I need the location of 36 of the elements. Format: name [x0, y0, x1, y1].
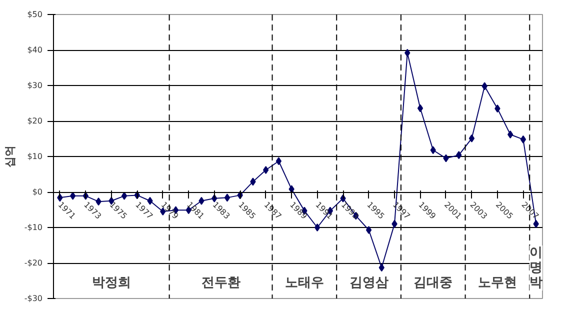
point	[443, 154, 449, 162]
annotation: 전두환	[201, 276, 240, 290]
point	[482, 82, 488, 90]
point	[507, 130, 514, 138]
point	[533, 220, 539, 228]
y-tick-label: -$30	[24, 294, 42, 303]
point	[378, 264, 384, 272]
point	[314, 224, 320, 232]
point	[392, 220, 398, 228]
annotation: 노태우	[284, 276, 324, 290]
point	[520, 135, 526, 144]
point	[404, 48, 410, 57]
y-tick-label: -$20	[24, 258, 42, 268]
y-tick-label: $30	[27, 81, 43, 90]
point	[366, 226, 372, 234]
point	[276, 157, 282, 166]
annotation: 노무현	[478, 276, 517, 290]
point	[456, 151, 462, 160]
point	[494, 104, 500, 113]
y-tick-label: $20	[27, 116, 43, 126]
y-tick-label: $0	[32, 188, 43, 196]
annotation: 김영삼	[349, 276, 388, 290]
y-tick-label: -$10	[24, 223, 42, 232]
point	[468, 134, 475, 142]
y-tick-label: $50	[27, 10, 43, 19]
annotation: 이 명 박	[530, 246, 543, 290]
point	[430, 146, 436, 154]
point	[224, 194, 230, 202]
point	[250, 178, 256, 186]
annotation: 박정희	[92, 276, 131, 290]
point	[262, 166, 269, 174]
point	[417, 104, 424, 112]
annotation: 김대중	[414, 276, 453, 290]
y-tick-label: $40	[27, 46, 43, 54]
y-tick-label: $10	[27, 152, 43, 161]
y-axis-title: 십억	[3, 146, 16, 168]
